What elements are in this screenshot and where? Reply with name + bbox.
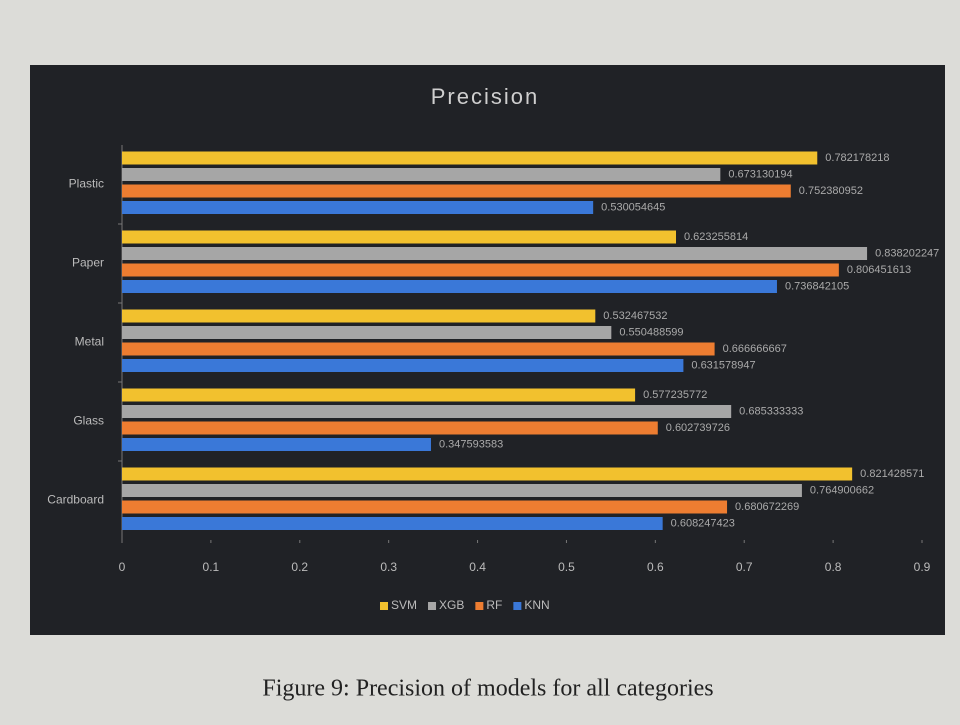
bar (122, 388, 636, 402)
bar (122, 201, 594, 214)
data-label: 0.577235772 (643, 389, 707, 401)
bar (122, 151, 818, 165)
data-label: 0.806451613 (847, 264, 911, 276)
data-label: 0.685333333 (739, 405, 803, 417)
bar (122, 280, 777, 293)
legend-swatch (475, 602, 484, 610)
data-label: 0.608247423 (671, 517, 735, 529)
bar (122, 438, 431, 451)
data-label: 0.673130194 (728, 168, 792, 180)
data-label: 0.666666667 (723, 343, 787, 355)
bar (122, 168, 721, 181)
x-tick-label: 0.5 (558, 560, 575, 574)
legend-label: SVM (391, 598, 417, 612)
data-label: 0.631578947 (691, 359, 755, 371)
legend-swatch (380, 602, 388, 610)
bar (122, 467, 853, 481)
x-tick-label: 0.7 (736, 560, 753, 574)
bar (122, 326, 612, 339)
bar (122, 517, 663, 530)
data-label: 0.550488599 (619, 326, 683, 338)
data-label: 0.347593583 (439, 438, 503, 450)
data-label: 0.736842105 (785, 280, 849, 292)
x-tick-label: 0.2 (291, 560, 308, 574)
y-tick-label: Cardboard (47, 493, 104, 507)
bar (122, 405, 732, 418)
legend-label: RF (486, 598, 502, 612)
bar (122, 421, 658, 435)
bar (122, 263, 839, 277)
bar (122, 247, 868, 260)
data-label: 0.680672269 (735, 501, 799, 513)
data-label: 0.752380952 (799, 185, 863, 197)
data-label: 0.821428571 (860, 468, 924, 480)
bar (122, 184, 791, 198)
data-label: 0.532467532 (603, 310, 667, 322)
x-tick-label: 0.9 (914, 560, 931, 574)
x-tick-label: 0.1 (203, 560, 220, 574)
caption: Figure 9: Precision of models for all ca… (262, 676, 713, 702)
bar (122, 484, 802, 497)
y-tick-label: Plastic (69, 177, 104, 191)
x-tick-label: 0.4 (469, 560, 486, 574)
bar (122, 309, 596, 323)
legend-swatch (513, 602, 522, 610)
data-label: 0.530054645 (601, 201, 665, 213)
chart-title: Precision (431, 84, 539, 109)
bar (122, 230, 677, 244)
y-tick-label: Paper (72, 256, 104, 270)
legend-label: KNN (524, 598, 549, 612)
y-tick-label: Glass (73, 414, 104, 428)
data-label: 0.782178218 (825, 152, 889, 164)
x-tick-label: 0.8 (825, 560, 842, 574)
bar (122, 359, 684, 372)
data-label: 0.623255814 (684, 231, 748, 243)
data-label: 0.838202247 (875, 247, 939, 259)
x-tick-label: 0.6 (647, 560, 664, 574)
bar (122, 342, 715, 356)
x-tick-label: 0.3 (380, 560, 397, 574)
legend-label: XGB (439, 598, 464, 612)
bar (122, 500, 728, 514)
y-tick-label: Metal (75, 335, 104, 349)
legend-swatch (428, 602, 437, 610)
data-label: 0.764900662 (810, 484, 874, 496)
x-tick-label: 0 (119, 560, 126, 574)
data-label: 0.602739726 (666, 422, 730, 434)
